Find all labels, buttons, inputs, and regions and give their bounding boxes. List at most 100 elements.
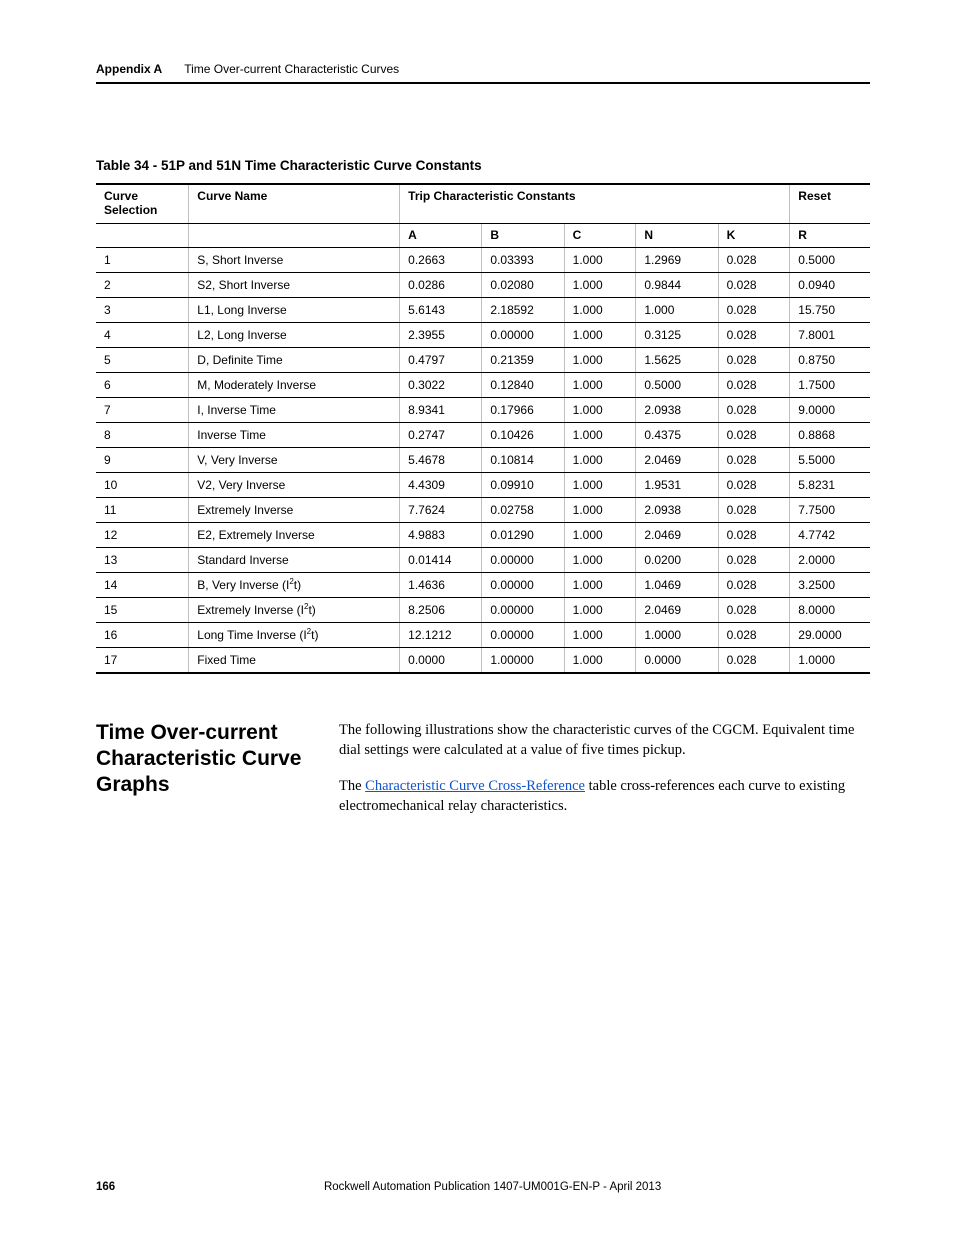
cell-name: I, Inverse Time (189, 398, 400, 423)
cell-R: 3.2500 (790, 573, 870, 598)
cell-name: D, Definite Time (189, 348, 400, 373)
th-N: N (636, 223, 718, 248)
cell-C: 1.000 (564, 398, 636, 423)
cell-B: 0.09910 (482, 473, 564, 498)
cell-R: 15.750 (790, 298, 870, 323)
cell-C: 1.000 (564, 298, 636, 323)
cell-C: 1.000 (564, 548, 636, 573)
th-curve-selection: Curve Selection (96, 184, 189, 223)
chapter-title: Time Over-current Characteristic Curves (184, 62, 399, 76)
th-K: K (718, 223, 790, 248)
th-A: A (400, 223, 482, 248)
cell-name: M, Moderately Inverse (189, 373, 400, 398)
cell-K: 0.028 (718, 248, 790, 273)
cell-sel: 15 (96, 598, 189, 623)
cell-K: 0.028 (718, 548, 790, 573)
appendix-label: Appendix A (96, 62, 162, 76)
cell-N: 2.0469 (636, 598, 718, 623)
cell-B: 0.02080 (482, 273, 564, 298)
cell-R: 1.0000 (790, 648, 870, 674)
cell-N: 0.3125 (636, 323, 718, 348)
cell-B: 0.00000 (482, 573, 564, 598)
para2-prefix: The (339, 778, 365, 794)
cell-C: 1.000 (564, 373, 636, 398)
table-row: 12E2, Extremely Inverse4.98830.012901.00… (96, 523, 870, 548)
cell-R: 9.0000 (790, 398, 870, 423)
th-reset: Reset (790, 184, 870, 223)
cell-sel: 6 (96, 373, 189, 398)
cell-sel: 10 (96, 473, 189, 498)
cell-B: 0.17966 (482, 398, 564, 423)
cell-B: 0.01290 (482, 523, 564, 548)
table-row: 16Long Time Inverse (I2t)12.12120.000001… (96, 623, 870, 648)
cell-C: 1.000 (564, 598, 636, 623)
cell-R: 0.0940 (790, 273, 870, 298)
cell-N: 1.9531 (636, 473, 718, 498)
cell-B: 0.10426 (482, 423, 564, 448)
cell-sel: 2 (96, 273, 189, 298)
table-row: 9V, Very Inverse5.46780.108141.0002.0469… (96, 448, 870, 473)
cell-A: 4.9883 (400, 523, 482, 548)
cell-sel: 17 (96, 648, 189, 674)
cell-R: 1.7500 (790, 373, 870, 398)
cell-N: 0.9844 (636, 273, 718, 298)
cell-N: 1.2969 (636, 248, 718, 273)
cell-sel: 3 (96, 298, 189, 323)
cell-A: 0.0286 (400, 273, 482, 298)
cell-name: Inverse Time (189, 423, 400, 448)
cell-name: Fixed Time (189, 648, 400, 674)
cell-A: 1.4636 (400, 573, 482, 598)
cell-sel: 8 (96, 423, 189, 448)
table-row: 13Standard Inverse0.014140.000001.0000.0… (96, 548, 870, 573)
table-caption: Table 34 - 51P and 51N Time Characterist… (96, 158, 870, 173)
cell-K: 0.028 (718, 623, 790, 648)
cell-N: 1.000 (636, 298, 718, 323)
table-row: 6M, Moderately Inverse0.30220.128401.000… (96, 373, 870, 398)
cell-K: 0.028 (718, 323, 790, 348)
cell-C: 1.000 (564, 323, 636, 348)
cell-name: L1, Long Inverse (189, 298, 400, 323)
table-row: 11Extremely Inverse7.76240.027581.0002.0… (96, 498, 870, 523)
cell-A: 7.7624 (400, 498, 482, 523)
cell-K: 0.028 (718, 448, 790, 473)
cell-C: 1.000 (564, 423, 636, 448)
cell-N: 2.0469 (636, 448, 718, 473)
cell-C: 1.000 (564, 648, 636, 674)
table-row: 14B, Very Inverse (I2t)1.46360.000001.00… (96, 573, 870, 598)
cell-C: 1.000 (564, 623, 636, 648)
cell-R: 0.5000 (790, 248, 870, 273)
cell-R: 5.8231 (790, 473, 870, 498)
th-C: C (564, 223, 636, 248)
cell-B: 2.18592 (482, 298, 564, 323)
running-head: Appendix A Time Over-current Characteris… (96, 62, 870, 84)
th-B: B (482, 223, 564, 248)
cell-C: 1.000 (564, 348, 636, 373)
section-para-2: The Characteristic Curve Cross-Reference… (339, 776, 870, 816)
cell-C: 1.000 (564, 273, 636, 298)
cell-A: 12.1212 (400, 623, 482, 648)
cell-C: 1.000 (564, 523, 636, 548)
cell-R: 5.5000 (790, 448, 870, 473)
publication-info: Rockwell Automation Publication 1407-UM0… (115, 1181, 870, 1193)
table-row: 5D, Definite Time0.47970.213591.0001.562… (96, 348, 870, 373)
table-row: 7I, Inverse Time8.93410.179661.0002.0938… (96, 398, 870, 423)
cell-name: S2, Short Inverse (189, 273, 400, 298)
table-row: 15Extremely Inverse (I2t)8.25060.000001.… (96, 598, 870, 623)
cell-A: 8.2506 (400, 598, 482, 623)
cell-name: Extremely Inverse (189, 498, 400, 523)
cell-N: 1.0000 (636, 623, 718, 648)
cell-name: B, Very Inverse (I2t) (189, 573, 400, 598)
cell-R: 4.7742 (790, 523, 870, 548)
section-para-1: The following illustrations show the cha… (339, 720, 870, 760)
th-blank-sel (96, 223, 189, 248)
cell-A: 8.9341 (400, 398, 482, 423)
cell-A: 0.0000 (400, 648, 482, 674)
cell-A: 5.6143 (400, 298, 482, 323)
cross-reference-link[interactable]: Characteristic Curve Cross-Reference (365, 778, 585, 794)
cell-sel: 5 (96, 348, 189, 373)
cell-K: 0.028 (718, 523, 790, 548)
cell-N: 1.0469 (636, 573, 718, 598)
cell-N: 0.5000 (636, 373, 718, 398)
cell-C: 1.000 (564, 573, 636, 598)
cell-A: 0.01414 (400, 548, 482, 573)
